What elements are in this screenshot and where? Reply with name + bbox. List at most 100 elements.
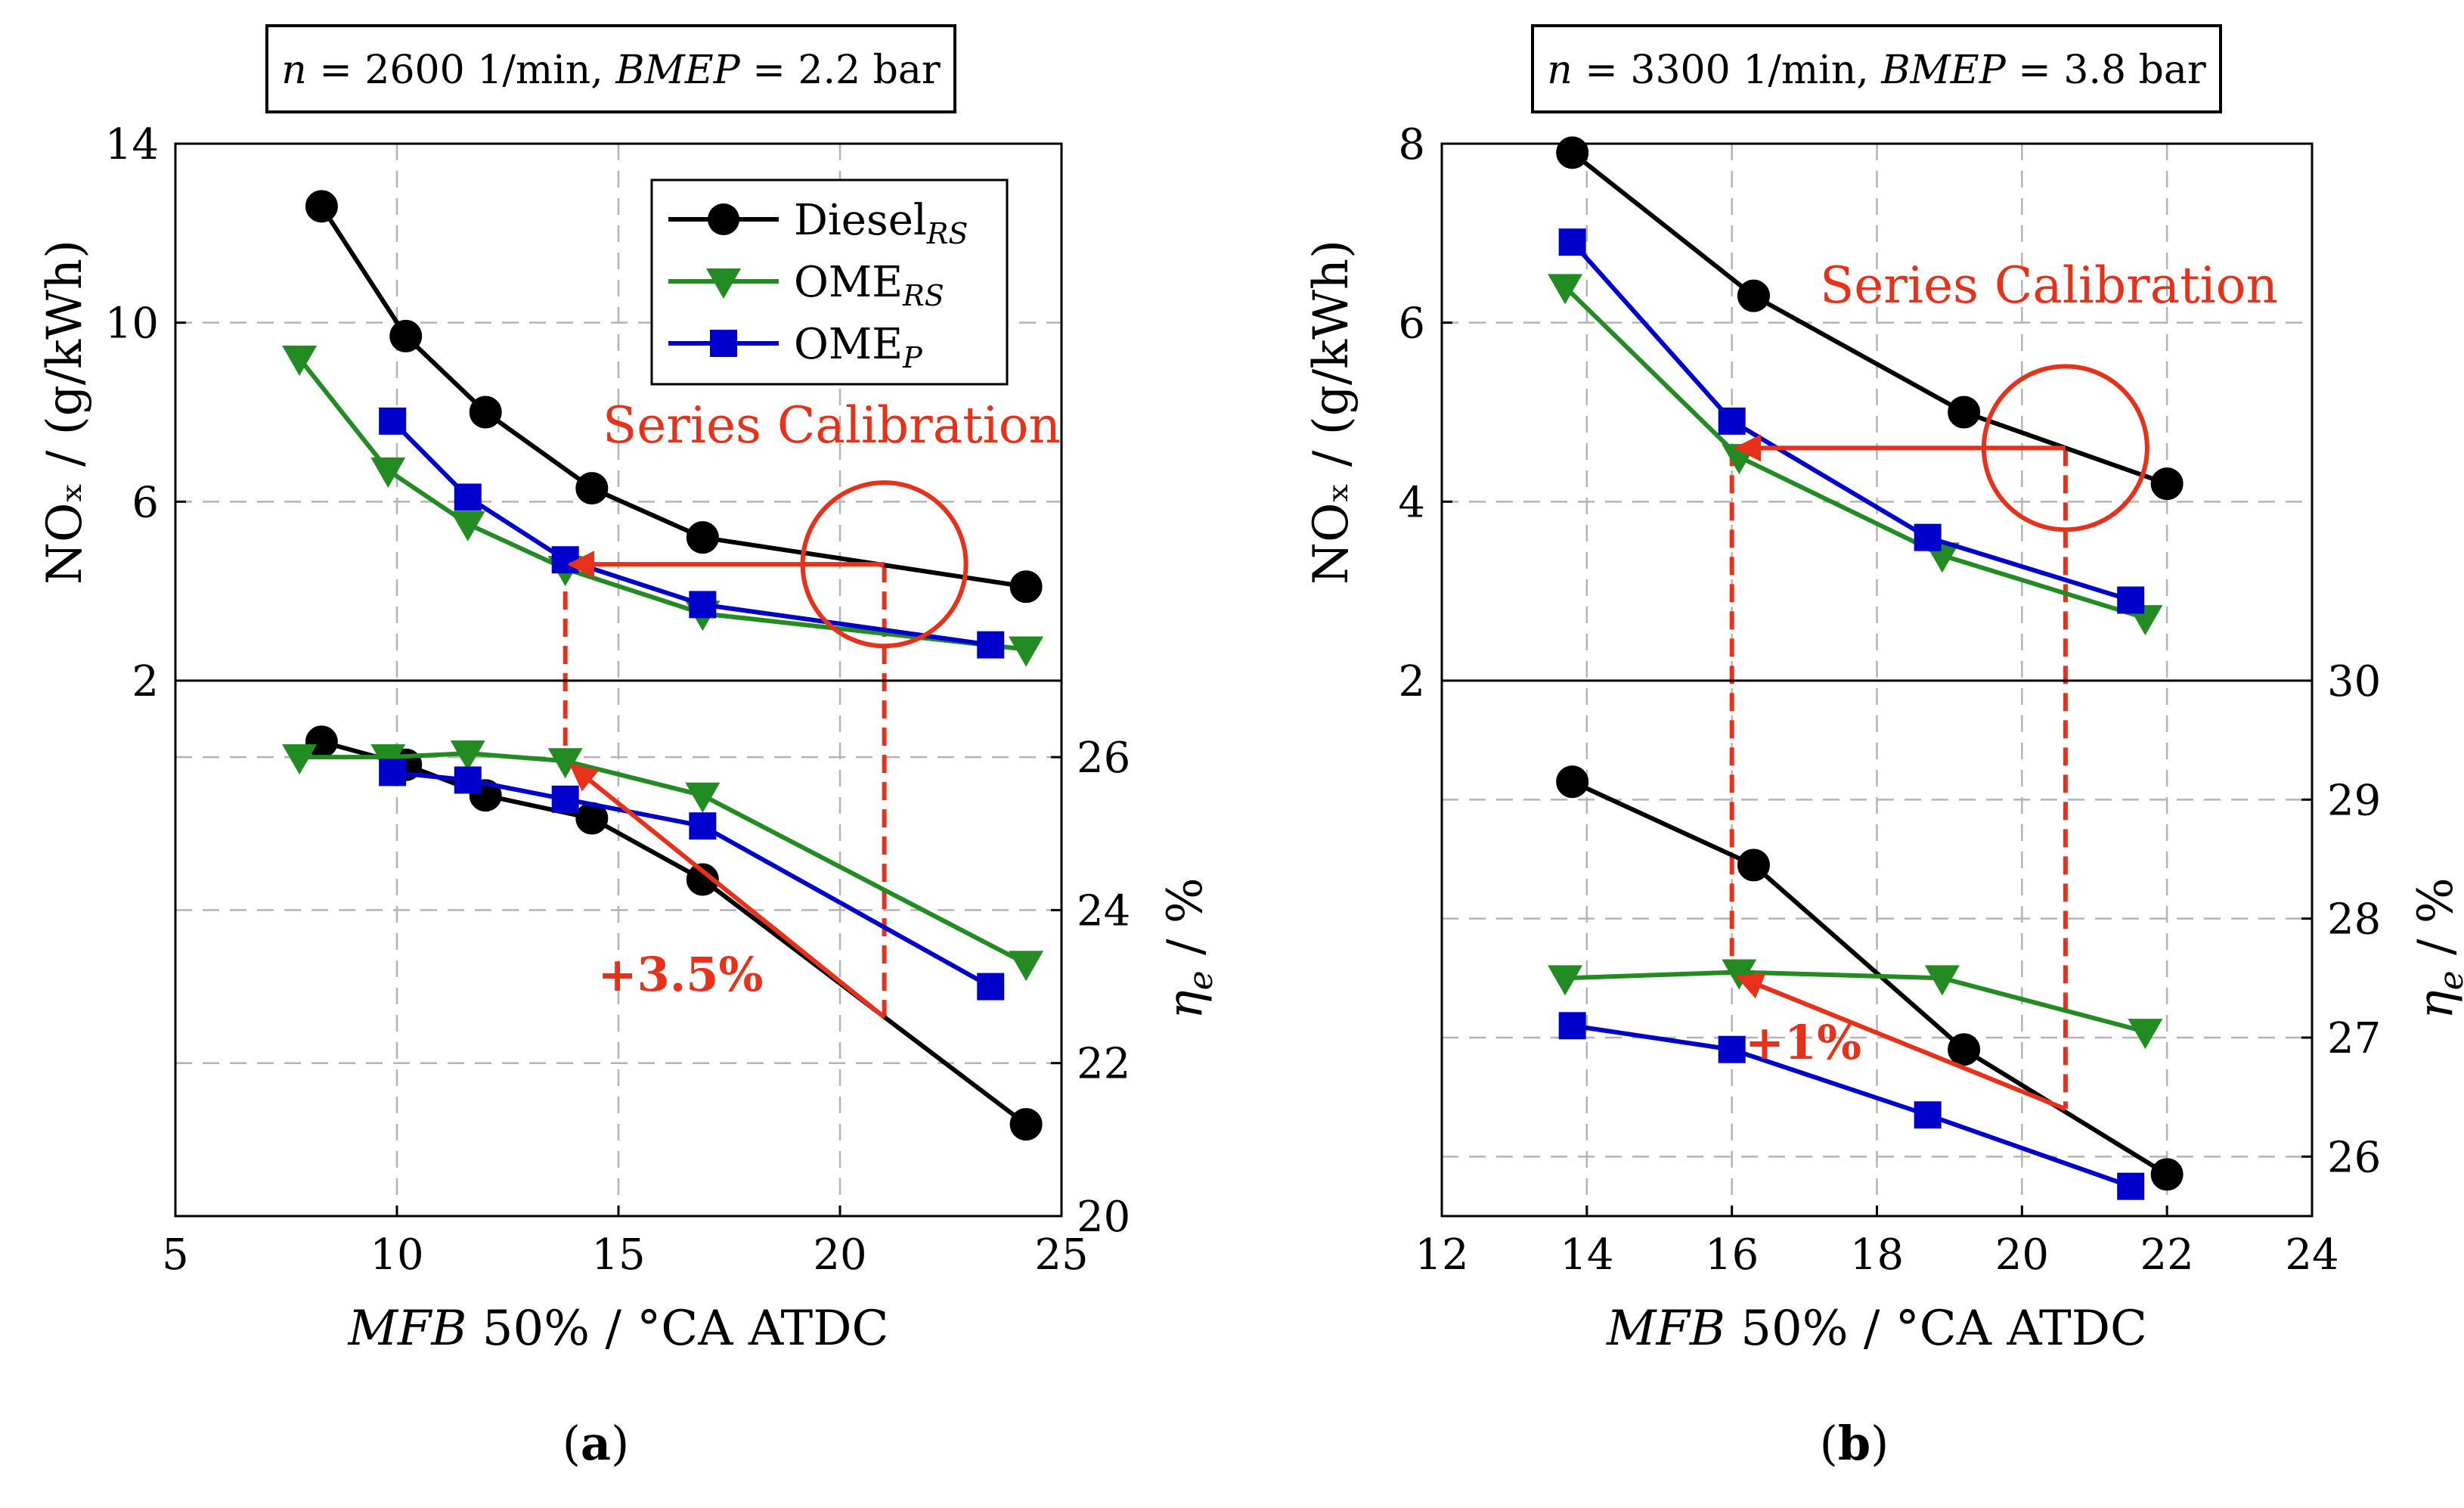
nox-line-diesel <box>1570 150 2168 486</box>
nox-point-ome_p <box>379 407 407 435</box>
efficiency-point-ome_p <box>1718 1035 1746 1063</box>
legend-label-sub: P <box>902 341 923 374</box>
panel-label-paren: ( <box>563 1416 581 1471</box>
nox-point-diesel <box>1009 570 1043 604</box>
efficiency-point-diesel <box>1948 1033 1981 1066</box>
nox-point-ome_rs <box>370 457 406 488</box>
efficiency-point-ome_rs <box>1548 965 1583 996</box>
efficiency-gain-label: +3.5% <box>598 947 764 1002</box>
efficiency-axis-label-sub: e <box>2432 970 2464 990</box>
nox-tick-label: 6 <box>1398 299 1425 349</box>
condition-bmep-value: = 3.8 bar <box>2006 48 2206 93</box>
condition-label: n = 3300 1/min, BMEP = 3.8 bar <box>1547 48 2206 93</box>
nox-point-ome_p <box>1718 407 1746 435</box>
panel-label-paren: ) <box>1870 1416 1889 1471</box>
legend-label-diesel: DieselRS <box>794 196 968 250</box>
efficiency-point-ome_p <box>2117 1172 2145 1200</box>
panel-label: (a) <box>563 1416 630 1471</box>
efficiency-point-ome_p <box>689 812 717 840</box>
efficiency-axis-label-unit: / % <box>1158 877 1213 970</box>
nox-line-ome_rs <box>297 357 1027 652</box>
efficiency-point-diesel <box>1556 765 1589 799</box>
panel-label-paren: ) <box>611 1416 629 1471</box>
nox-tick-label: 8 <box>1398 120 1425 169</box>
efficiency-axis-label-var: η <box>1158 990 1213 1019</box>
efficiency-point-diesel <box>2150 1158 2184 1191</box>
nox-line-ome_rs <box>1563 285 2146 621</box>
efficiency-point-ome_p <box>379 759 407 787</box>
condition-n-label: n <box>1547 48 1573 93</box>
efficiency-tick-label: 27 <box>2327 1014 2381 1063</box>
x-tick-label: 20 <box>1995 1230 2049 1280</box>
legend-label-name: OME <box>794 320 903 369</box>
x-axis-label-unit: 50% / °CA ATDC <box>1725 1301 2147 1357</box>
series-calibration-label: Series Calibration <box>1820 256 2278 315</box>
legend-label-ome_rs: OMERS <box>794 258 944 312</box>
nox-point-diesel <box>469 396 502 429</box>
legend-label-sub: RS <box>902 279 944 312</box>
condition-bmep-label: BMEP <box>615 48 740 93</box>
nox-point-diesel <box>389 319 423 352</box>
x-tick-label: 25 <box>1034 1230 1088 1280</box>
efficiency-point-diesel <box>686 863 719 896</box>
nox-tick-label: 6 <box>132 478 159 527</box>
nox-point-diesel <box>2150 467 2184 501</box>
legend-marker-ome_rs <box>706 268 741 299</box>
nox-point-ome_rs <box>282 346 318 376</box>
efficiency-tick-label: 24 <box>1077 886 1130 936</box>
nox-tick-label: 2 <box>132 657 159 706</box>
nox-point-ome_p <box>977 631 1005 659</box>
efficiency-point-ome_rs <box>282 744 318 775</box>
condition-n-value: = 2600 1/min, <box>307 48 616 93</box>
x-tick-label: 24 <box>2285 1230 2338 1280</box>
efficiency-point-ome_p <box>454 766 482 794</box>
x-axis-label: MFB 50% / °CA ATDC <box>347 1301 888 1357</box>
nox-line-ome_p <box>1570 240 2132 603</box>
condition-box: n = 3300 1/min, BMEP = 3.8 bar <box>1531 24 2222 113</box>
efficiency-line-ome_p <box>1572 1023 2132 1189</box>
x-tick-label: 20 <box>813 1230 866 1280</box>
condition-box-frame <box>265 24 956 113</box>
efficiency-line-diesel <box>1571 780 2168 1177</box>
condition-bmep-label: BMEP <box>1880 48 2006 93</box>
nox-axis-label: NOₓ / (g/kWh) <box>37 240 93 585</box>
efficiency-line-diesel <box>321 740 1027 1127</box>
efficiency-line-ome_rs <box>1564 970 2146 1035</box>
efficiency-point-ome_rs <box>2128 1019 2163 1050</box>
x-axis-label: MFB 50% / °CA ATDC <box>1606 1301 2147 1357</box>
efficiency-point-ome_p <box>551 785 579 813</box>
condition-n-label: n <box>281 48 307 93</box>
nox-point-ome_rs <box>1548 274 1583 305</box>
efficiency-tick-label: 28 <box>2327 895 2381 945</box>
efficiency-axis-label-sub: e <box>1182 970 1220 990</box>
x-tick-label: 15 <box>591 1230 645 1280</box>
chart-panel-a: Series Calibration+3.5%5 10 15 20 2526101420… <box>37 24 1220 1471</box>
efficiency-arrow <box>1735 973 2067 1112</box>
efficiency-axis-label: ηe / % <box>2408 877 2464 1019</box>
nox-point-ome_rs <box>450 510 485 541</box>
efficiency-tick-label: 20 <box>1077 1193 1130 1242</box>
efficiency-point-ome_rs <box>1009 951 1044 982</box>
chart-panel-b: Series Calibration+1%12 14 16 18 20 22 2424682… <box>1303 24 2464 1471</box>
nox-point-diesel <box>575 472 609 505</box>
nox-tick-label: 10 <box>105 299 159 349</box>
nox-point-ome_p <box>689 591 717 619</box>
legend-marker-ome_p <box>710 330 737 357</box>
nox-point-diesel <box>305 190 338 223</box>
nox-point-diesel <box>1737 279 1770 312</box>
efficiency-tick-label: 22 <box>1077 1040 1130 1089</box>
condition-label: n = 2600 1/min, BMEP = 2.2 bar <box>281 48 941 93</box>
legend-label-name: OME <box>794 258 903 307</box>
nox-point-ome_p <box>1558 228 1586 256</box>
legend-label-ome_p: OMEP <box>794 320 923 374</box>
condition-box-frame <box>1531 24 2222 113</box>
efficiency-arrow <box>569 763 886 1019</box>
condition-n-value: = 3300 1/min, <box>1573 48 1882 93</box>
efficiency-tick-label: 29 <box>2327 776 2381 825</box>
efficiency-point-ome_rs <box>685 782 721 813</box>
nox-line-diesel <box>319 205 1027 589</box>
efficiency-tick-label: 26 <box>2327 1133 2381 1182</box>
efficiency-line-ome_rs <box>299 751 1027 966</box>
nox-point-diesel <box>1948 396 1981 429</box>
